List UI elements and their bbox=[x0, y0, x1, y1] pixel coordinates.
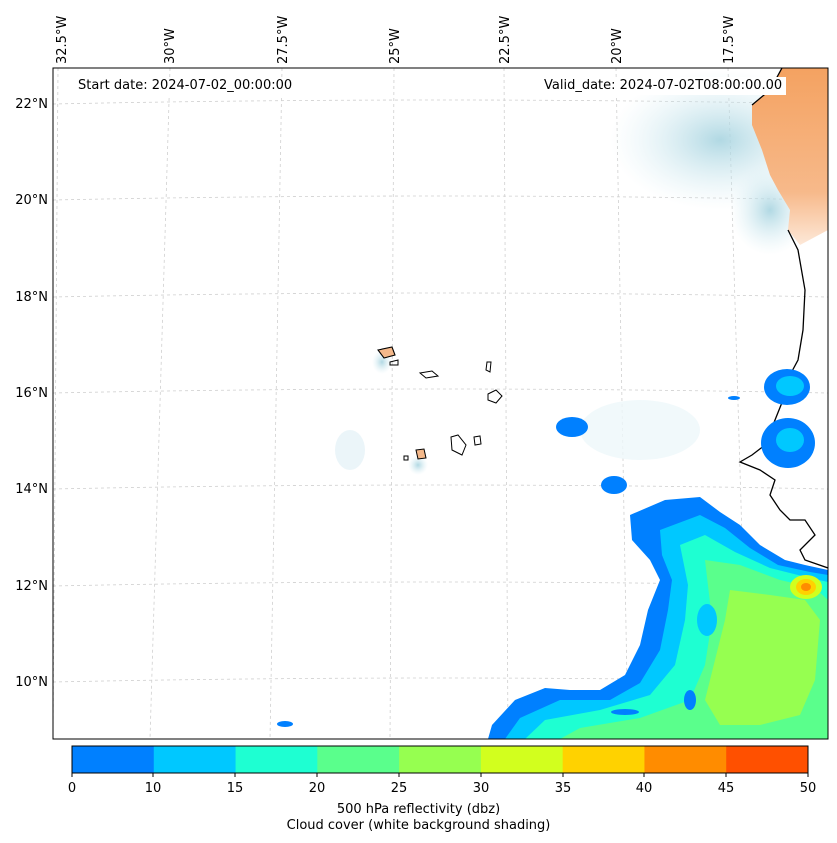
map-area bbox=[53, 68, 828, 739]
lon-label: 32.5°W bbox=[55, 15, 70, 64]
lon-label: 30°W bbox=[163, 28, 178, 64]
start-date-label: Start date: 2024-07-02_00:00:00 bbox=[74, 77, 297, 95]
colorbar-swatch bbox=[235, 746, 318, 773]
meridian-30w bbox=[149, 68, 171, 739]
lon-label: 22.5°W bbox=[498, 15, 513, 64]
parallel-14n bbox=[53, 484, 828, 490]
lat-label: 12°N bbox=[15, 579, 48, 594]
colorbar-swatch bbox=[153, 746, 237, 773]
sal-island bbox=[485, 361, 492, 373]
parallel-10n bbox=[53, 677, 828, 683]
colorbar bbox=[71, 745, 809, 774]
meridian-27-5w bbox=[269, 68, 283, 739]
parallel-16n bbox=[53, 388, 828, 394]
africa-sahara bbox=[752, 68, 828, 245]
lat-label: 14°N bbox=[15, 482, 48, 497]
santo-antao-island bbox=[377, 346, 396, 359]
colorbar-swatch bbox=[644, 746, 727, 773]
colorbar-subtitle: Cloud cover (white background shading) bbox=[286, 818, 551, 833]
lat-label: 22°N bbox=[15, 97, 48, 112]
lon-label: 27.5°W bbox=[276, 15, 291, 64]
colorbar-tick-label: 40 bbox=[635, 781, 653, 796]
parallel-22n bbox=[53, 99, 828, 105]
colorbar-tick-label: 50 bbox=[799, 781, 817, 796]
land bbox=[377, 68, 828, 569]
colorbar-tick-label: 0 bbox=[67, 781, 77, 796]
maio-island bbox=[473, 435, 482, 446]
lat-label: 16°N bbox=[15, 386, 48, 401]
colorbar-tick-label: 35 bbox=[554, 781, 572, 796]
colorbar-frame bbox=[71, 745, 809, 774]
reflectivity-band-25-30 bbox=[705, 590, 820, 725]
colorbar-tick-label: 45 bbox=[717, 781, 735, 796]
lat-label: 18°N bbox=[15, 290, 48, 305]
santiago-island bbox=[450, 434, 467, 456]
cloud-patch bbox=[580, 400, 700, 460]
reflectivity-hole bbox=[697, 604, 717, 636]
reflectivity-hole bbox=[611, 709, 639, 715]
cloud-patch bbox=[335, 430, 365, 470]
colorbar-swatch bbox=[480, 746, 564, 773]
lat-label: 20°N bbox=[15, 193, 48, 208]
sao-vicente-island bbox=[389, 359, 399, 366]
colorbar-swatch bbox=[317, 746, 400, 773]
colorbar-swatch bbox=[399, 746, 482, 773]
reflectivity-cell-40-45 bbox=[801, 583, 811, 591]
colorbar-tick-label: 30 bbox=[472, 781, 490, 796]
reflectivity-cell bbox=[776, 428, 804, 452]
lon-label: 20°W bbox=[610, 28, 625, 64]
brava-island bbox=[403, 455, 409, 461]
colorbar-ticks bbox=[71, 773, 809, 777]
colorbar-swatch bbox=[726, 746, 809, 773]
meridian-25w bbox=[389, 68, 395, 739]
map-frame bbox=[52, 67, 829, 740]
lon-label: 17.5°W bbox=[722, 15, 737, 64]
sao-nicolau-island bbox=[418, 370, 440, 379]
reflectivity-hole bbox=[684, 690, 696, 710]
fogo-island bbox=[415, 448, 427, 460]
reflectivity-cell bbox=[556, 417, 588, 437]
colorbar-tick-label: 25 bbox=[390, 781, 408, 796]
cloud-patch bbox=[408, 455, 428, 475]
reflectivity-cell bbox=[601, 476, 627, 494]
parallel-18n bbox=[53, 292, 828, 298]
colorbar-tick-label: 15 bbox=[226, 781, 244, 796]
meridian-32-5w bbox=[53, 68, 59, 739]
valid-date-label: Valid_date: 2024-07-02T08:00:00.00 bbox=[540, 77, 787, 95]
meridian-20w bbox=[615, 68, 629, 739]
parallel-20n bbox=[53, 195, 828, 201]
reflectivity-cell bbox=[728, 396, 740, 400]
colorbar-title: 500 hPa reflectivity (dbz) bbox=[336, 802, 501, 817]
reflectivity-field bbox=[277, 369, 828, 739]
lat-label: 10°N bbox=[15, 675, 48, 690]
meridian-22-5w bbox=[503, 68, 509, 739]
reflectivity-cell bbox=[776, 376, 804, 396]
colorbar-tick-label: 10 bbox=[144, 781, 162, 796]
colorbar-tick-label: 20 bbox=[308, 781, 326, 796]
colorbar-swatch bbox=[72, 746, 155, 773]
reflectivity-cell bbox=[277, 721, 293, 727]
colorbar-swatch bbox=[562, 746, 645, 773]
parallel-12n bbox=[53, 581, 828, 587]
boa-vista-island bbox=[487, 389, 503, 404]
lon-label: 25°W bbox=[388, 28, 403, 64]
